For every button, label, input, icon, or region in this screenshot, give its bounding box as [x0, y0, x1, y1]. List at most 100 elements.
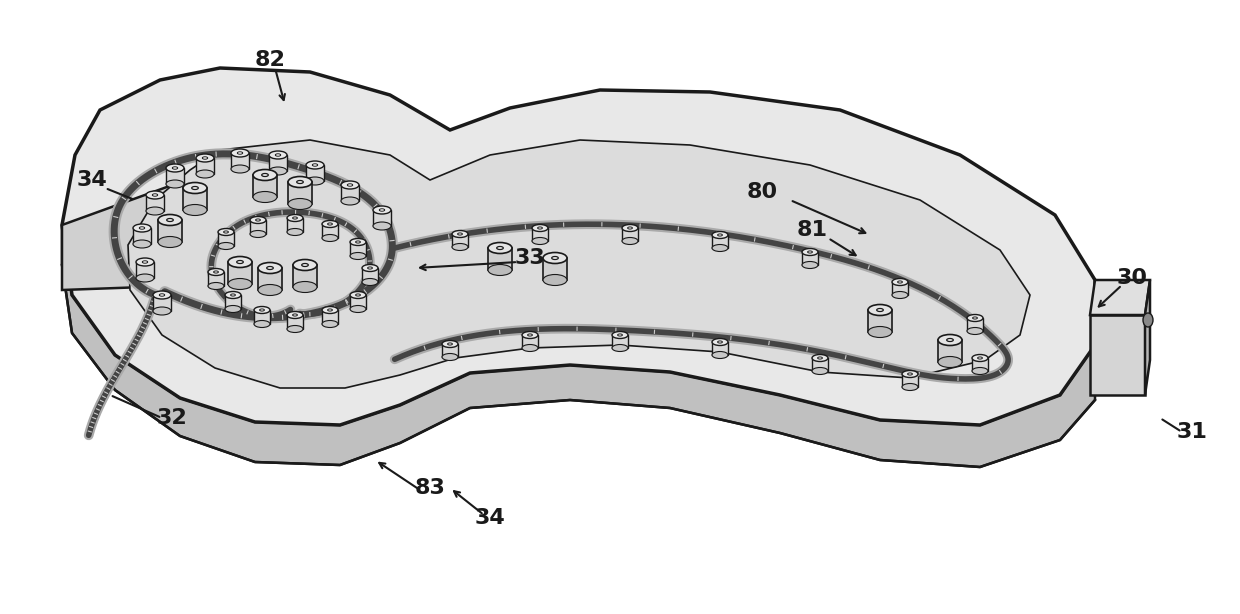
Ellipse shape [341, 197, 360, 205]
Polygon shape [218, 232, 234, 246]
Ellipse shape [253, 169, 277, 181]
Ellipse shape [522, 344, 538, 351]
Ellipse shape [489, 265, 512, 276]
Ellipse shape [146, 207, 164, 215]
Ellipse shape [322, 220, 339, 228]
Ellipse shape [218, 228, 234, 236]
Ellipse shape [972, 368, 988, 375]
Polygon shape [184, 188, 207, 210]
Polygon shape [868, 310, 892, 332]
Ellipse shape [231, 294, 236, 296]
Ellipse shape [356, 294, 361, 296]
Polygon shape [802, 252, 818, 265]
Ellipse shape [901, 384, 918, 391]
Ellipse shape [218, 243, 234, 249]
Ellipse shape [489, 243, 512, 254]
Ellipse shape [367, 267, 372, 269]
Polygon shape [254, 310, 270, 324]
Ellipse shape [362, 265, 378, 271]
Polygon shape [532, 228, 548, 241]
Ellipse shape [136, 258, 154, 266]
Ellipse shape [192, 187, 198, 190]
Ellipse shape [153, 194, 157, 196]
Ellipse shape [184, 204, 207, 216]
Polygon shape [208, 272, 224, 286]
Text: 32: 32 [156, 408, 187, 428]
Ellipse shape [296, 181, 304, 184]
Ellipse shape [237, 260, 243, 263]
Polygon shape [543, 258, 567, 280]
Ellipse shape [153, 291, 171, 299]
Text: 83: 83 [414, 478, 445, 498]
Ellipse shape [228, 279, 252, 289]
Ellipse shape [208, 268, 224, 276]
Ellipse shape [972, 317, 977, 319]
Ellipse shape [350, 292, 366, 298]
Polygon shape [972, 358, 988, 371]
Ellipse shape [453, 230, 467, 238]
Ellipse shape [275, 154, 280, 156]
Ellipse shape [448, 343, 453, 345]
Ellipse shape [522, 332, 538, 338]
Polygon shape [258, 268, 281, 290]
Ellipse shape [817, 357, 822, 359]
Ellipse shape [288, 198, 312, 209]
Ellipse shape [868, 305, 892, 316]
Ellipse shape [458, 233, 463, 235]
Ellipse shape [286, 311, 303, 319]
Polygon shape [1090, 280, 1149, 315]
Ellipse shape [453, 244, 467, 251]
Ellipse shape [223, 231, 228, 233]
Polygon shape [812, 358, 828, 371]
Ellipse shape [892, 279, 908, 286]
Ellipse shape [301, 263, 309, 266]
Ellipse shape [153, 307, 171, 315]
Ellipse shape [196, 170, 215, 178]
Polygon shape [269, 155, 286, 171]
Ellipse shape [262, 174, 268, 176]
Polygon shape [350, 295, 366, 309]
Ellipse shape [362, 279, 378, 286]
Ellipse shape [802, 249, 818, 255]
Polygon shape [712, 235, 728, 248]
Polygon shape [937, 340, 962, 362]
Ellipse shape [202, 157, 208, 159]
Ellipse shape [543, 252, 567, 263]
Ellipse shape [253, 192, 277, 203]
Ellipse shape [139, 227, 145, 229]
Ellipse shape [613, 332, 627, 338]
Ellipse shape [441, 354, 458, 360]
Ellipse shape [552, 257, 558, 260]
Polygon shape [62, 68, 1095, 425]
Ellipse shape [977, 357, 982, 359]
Text: 81: 81 [796, 220, 827, 240]
Ellipse shape [613, 344, 627, 351]
Ellipse shape [208, 282, 224, 289]
Ellipse shape [146, 191, 164, 199]
Ellipse shape [532, 238, 548, 244]
Ellipse shape [937, 357, 962, 368]
Polygon shape [157, 220, 182, 242]
Ellipse shape [538, 227, 542, 229]
Ellipse shape [967, 327, 983, 335]
Polygon shape [288, 182, 312, 204]
Polygon shape [322, 224, 339, 238]
Polygon shape [136, 262, 154, 278]
Ellipse shape [255, 219, 260, 221]
Ellipse shape [293, 217, 298, 219]
Polygon shape [133, 228, 151, 244]
Ellipse shape [718, 341, 723, 343]
Ellipse shape [288, 176, 312, 187]
Ellipse shape [250, 217, 267, 223]
Ellipse shape [356, 241, 361, 243]
Ellipse shape [341, 181, 360, 189]
Ellipse shape [901, 370, 918, 378]
Ellipse shape [712, 231, 728, 238]
Ellipse shape [967, 314, 983, 322]
Ellipse shape [350, 238, 366, 246]
Polygon shape [712, 342, 728, 355]
Ellipse shape [527, 334, 532, 336]
Ellipse shape [972, 354, 988, 362]
Ellipse shape [618, 334, 622, 336]
Polygon shape [250, 220, 267, 234]
